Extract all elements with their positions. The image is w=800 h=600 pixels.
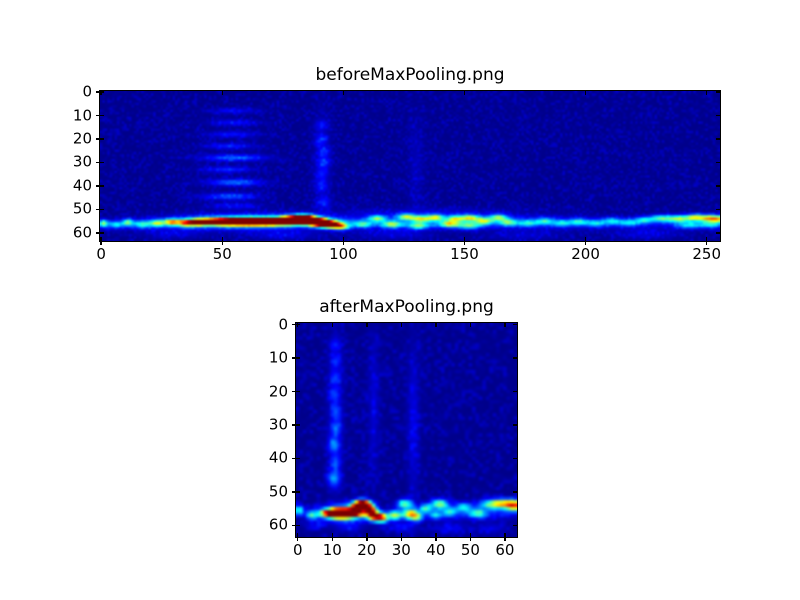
y-tick-label: 30 [72,152,92,171]
y-tick-label: 10 [268,348,288,367]
x-tick-label: 50 [212,245,232,263]
x-tick-label: 0 [96,245,106,263]
y-tick-mark [96,208,104,211]
x-tick-mark-top [100,91,102,95]
x-tick-mark-top [331,323,333,327]
heatmap-canvas-before [100,91,720,241]
x-tick-mark [400,533,403,541]
x-tick-mark [221,237,224,245]
y-tick-label: 20 [72,129,92,148]
x-tick-label: 200 [571,245,600,263]
y-tick-mark-right [513,323,517,326]
x-tick-label: 60 [495,541,515,559]
heatmap-canvas-after [296,323,517,537]
x-tick-mark-top [221,91,224,95]
y-tick-mark-right [716,208,720,211]
y-tick-mark-right [513,524,517,527]
y-tick-label: 10 [72,106,92,125]
y-tick-label: 60 [268,515,288,534]
x-tick-mark [463,237,466,245]
y-tick-mark [292,491,300,493]
y-tick-mark-right [513,357,517,359]
y-tick-mark-right [716,185,720,187]
x-tick-label: 10 [322,541,342,559]
x-tick-mark [584,237,587,245]
y-tick-label: 0 [82,82,92,101]
y-tick-mark [292,524,300,527]
x-tick-label: 50 [460,541,480,559]
y-tick-mark-right [513,457,517,460]
y-tick-mark [96,161,104,164]
x-tick-mark-top [463,91,466,95]
y-tick-label: 40 [72,176,92,195]
plot-title-before: beforeMaxPooling.png [315,65,505,85]
x-tick-mark [469,533,472,541]
y-tick-mark [292,424,300,426]
x-tick-mark-top [469,323,472,327]
subplot-after-maxpooling: afterMaxPooling.png 0 10 20 30 40 50 60 0 10 20 30… [269,297,518,558]
plot-title-after: afterMaxPooling.png [319,297,494,317]
x-tick-mark [296,533,299,541]
y-tick-mark [292,390,300,393]
y-tick-mark [292,357,300,359]
y-tick-mark [96,138,104,140]
y-tick-label: 50 [268,482,288,501]
x-tick-mark-top [342,91,345,95]
x-tick-mark-top [435,323,437,327]
x-tick-mark [705,237,708,245]
y-tick-label: 50 [72,199,92,218]
y-tick-mark [96,185,104,187]
x-tick-mark [342,237,345,245]
x-tick-mark [504,533,506,541]
y-tick-label: 20 [268,382,288,401]
x-tick-label: 250 [692,245,721,263]
y-tick-mark [292,323,300,326]
x-tick-label: 0 [292,541,303,559]
x-tick-mark-top [366,323,368,327]
x-tick-label: 100 [329,245,358,263]
y-tick-mark-right [513,424,517,426]
y-tick-mark-right [716,138,720,140]
y-tick-mark [96,114,104,117]
x-tick-mark-top [584,91,587,95]
x-tick-mark [435,533,437,541]
x-tick-mark [366,533,368,541]
x-tick-mark [331,533,333,541]
y-tick-label: 60 [72,223,92,242]
y-tick-mark [96,91,104,93]
x-tick-mark-top [400,323,403,327]
y-tick-mark-right [513,390,517,393]
y-tick-mark-right [716,114,720,117]
y-tick-label: 30 [268,415,288,434]
y-tick-mark-right [716,161,720,164]
x-tick-mark [100,237,102,245]
y-tick-label: 40 [268,448,288,467]
x-tick-label: 150 [450,245,479,263]
x-tick-mark-top [705,91,708,95]
x-tick-mark-top [504,323,506,327]
x-tick-label: 40 [426,541,446,559]
y-tick-mark [96,232,104,234]
x-tick-label: 20 [357,541,377,559]
y-tick-label: 0 [278,315,288,334]
subplot-before-maxpooling: beforeMaxPooling.png 0 50 100 150 200 250 0 10 2… [73,65,721,262]
y-tick-mark [292,457,300,460]
y-tick-mark-right [716,232,720,234]
y-tick-mark-right [716,91,720,93]
x-tick-label: 30 [391,541,411,559]
y-tick-mark-right [513,491,517,493]
